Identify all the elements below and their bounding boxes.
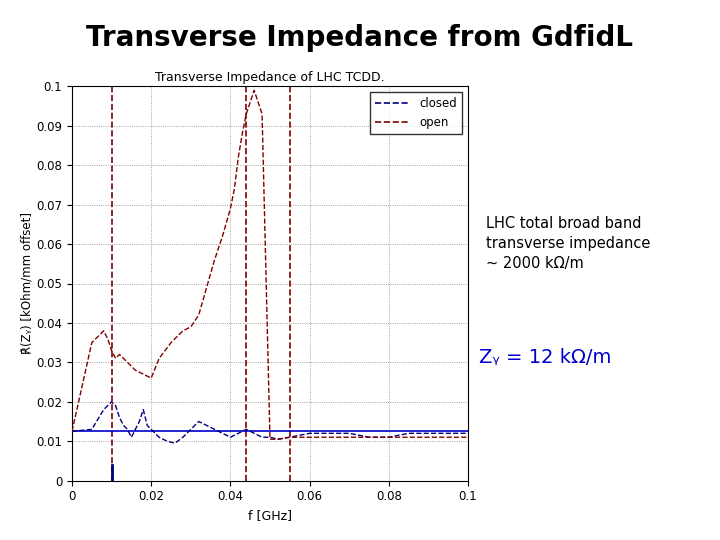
closed [171,440,179,447]
closed [179,434,187,441]
open [384,434,393,441]
open [167,339,176,346]
open [365,434,374,441]
open [111,355,120,362]
open [285,434,294,441]
open [234,154,243,160]
open [179,328,187,334]
closed [99,407,108,413]
closed [111,402,120,409]
open [230,186,239,192]
closed [226,434,235,441]
closed [218,430,227,436]
closed [250,430,258,436]
open [250,87,258,93]
open [104,335,112,342]
open [444,434,453,441]
Y-axis label: ℟(Zᵧ) [kOhm/mm offset]: ℟(Zᵧ) [kOhm/mm offset] [20,213,34,354]
closed [194,418,203,424]
Legend: closed, open: closed, open [370,92,462,134]
closed [186,426,195,433]
open [424,434,433,441]
open [88,339,96,346]
closed [155,434,163,441]
open [123,359,132,366]
closed [464,430,472,436]
Line: closed: closed [72,402,468,443]
closed [147,426,156,433]
open [99,328,108,334]
closed [131,426,140,433]
open [155,355,163,362]
Text: Transverse Impedance from GdfidL: Transverse Impedance from GdfidL [86,24,634,52]
Text: Zᵧ = 12 kΩ/m: Zᵧ = 12 kΩ/m [479,348,611,367]
closed [285,434,294,441]
closed [135,418,144,424]
X-axis label: f [GHz]: f [GHz] [248,509,292,522]
closed [139,407,148,413]
closed [127,434,136,441]
open [405,434,413,441]
closed [234,430,243,436]
open [226,205,235,212]
open [115,351,124,357]
closed [210,426,219,433]
closed [424,430,433,436]
closed [242,426,251,433]
open [246,99,255,105]
closed [143,422,152,429]
closed [444,430,453,436]
closed [384,434,393,441]
closed [123,426,132,433]
open [210,256,219,263]
Text: LHC total broad band
transverse impedance
~ 2000 kΩ/m: LHC total broad band transverse impedanc… [486,216,650,271]
open [119,355,128,362]
closed [266,434,274,441]
open [139,371,148,377]
closed [163,438,171,444]
closed [405,430,413,436]
closed [202,422,211,429]
open [186,323,195,330]
closed [115,414,124,421]
open [202,284,211,291]
Line: open: open [72,90,468,439]
closed [305,430,314,436]
open [325,434,334,441]
closed [258,434,266,441]
open [131,367,140,374]
open [68,428,76,435]
open [305,434,314,441]
open [242,111,251,117]
open [218,233,227,239]
closed [88,426,96,433]
open [464,434,472,441]
closed [68,428,76,435]
open [194,312,203,318]
closed [119,422,128,429]
open [127,363,136,369]
open [238,131,246,137]
closed [325,430,334,436]
closed [274,436,282,442]
closed [365,434,374,441]
closed [107,399,116,405]
open [274,436,282,442]
open [345,434,354,441]
open [107,347,116,354]
closed [345,430,354,436]
open [147,375,156,381]
Title: Transverse Impedance of LHC TCDD.: Transverse Impedance of LHC TCDD. [156,71,384,84]
open [258,111,266,117]
open [266,436,274,442]
